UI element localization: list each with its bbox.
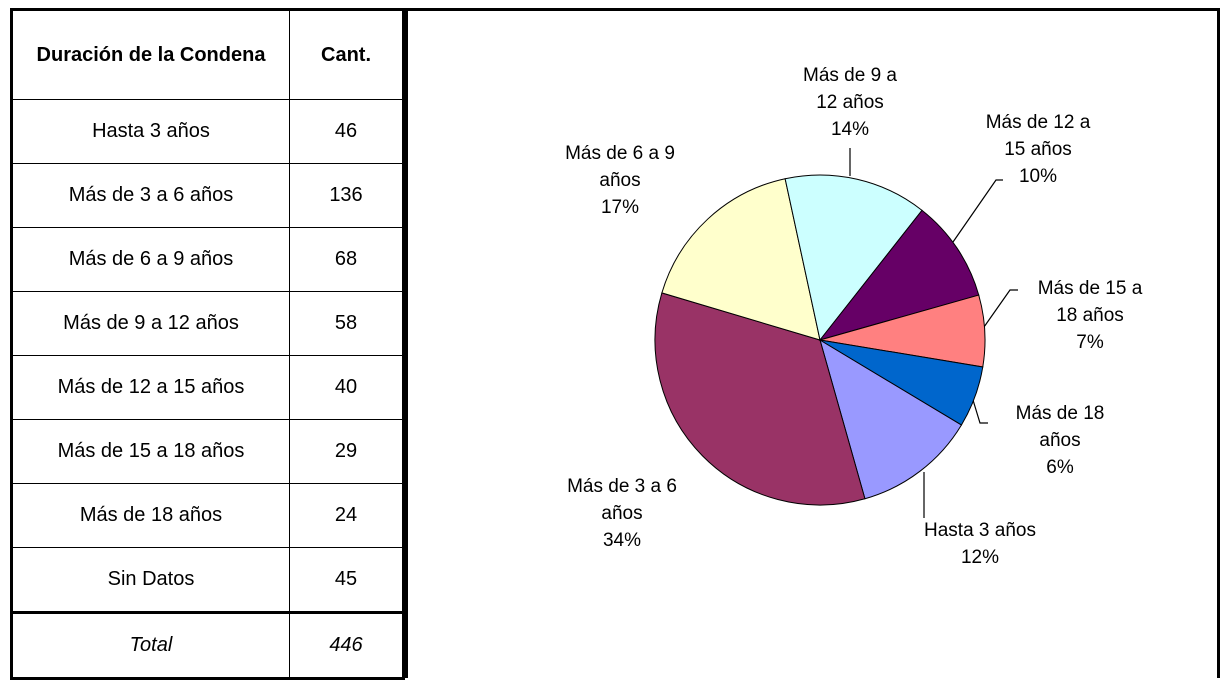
percent-label: 7% (1076, 332, 1104, 353)
leader-lines (849, 148, 1018, 518)
table-row: Más de 9 a 12 años 58 (11, 291, 404, 356)
category-label: Más de 3 a 6 años (567, 476, 677, 524)
table-cell: Más de 12 a 15 años (11, 355, 290, 420)
total-cell: Total (11, 611, 290, 679)
header-row: Duración de la Condena Cant. (11, 9, 404, 100)
table-cell: 24 (289, 483, 404, 548)
header-cell: Duración de la Condena (11, 9, 290, 100)
category-label: Hasta 3 años (924, 520, 1036, 541)
category-label: Más de 15 a 18 años (1037, 278, 1143, 326)
percent-label: 17% (600, 197, 640, 218)
table-cell: 29 (289, 419, 404, 484)
table-row: Hasta 3 años 46 (11, 99, 404, 164)
pie-slice (818, 209, 980, 341)
slice-label: Más de 6 a 9 años 17% (560, 140, 680, 221)
chart-frame (405, 8, 1220, 678)
leader-line (983, 289, 1018, 328)
table-row: Más de 18 años 24 (11, 483, 404, 548)
table-cell: 45 (289, 547, 404, 613)
pie-slice (819, 338, 963, 500)
leader-line (952, 179, 1003, 243)
total-cell: 446 (289, 611, 404, 679)
table-row: Más de 15 a 18 años 29 (11, 419, 404, 484)
leader-line (972, 399, 988, 424)
category-label: Más de 9 a 12 años (803, 65, 897, 113)
percent-label: 6% (1046, 457, 1074, 478)
pie-slice (784, 174, 923, 342)
total-row: Total 446 (11, 611, 404, 679)
table-row: Más de 3 a 6 años 136 (11, 163, 404, 228)
percent-label: 14% (830, 119, 870, 140)
slice-label: Más de 12 a 15 años 10% (981, 109, 1096, 190)
category-label: Más de 12 a 15 años (985, 112, 1091, 160)
pie-slice (654, 292, 866, 506)
table-row: Más de 6 a 9 años 68 (11, 227, 404, 292)
category-label: Más de 6 a 9 años (565, 143, 675, 191)
table-cell: Más de 9 a 12 años (11, 291, 290, 356)
slice-label: Más de 15 a 18 años 7% (1033, 275, 1148, 356)
table-cell: Más de 18 años (11, 483, 290, 548)
header-cell: Cant. (289, 9, 404, 100)
table-row: Sin Datos 45 (11, 547, 404, 613)
slice-label: Más de 3 a 6 años 34% (562, 473, 682, 554)
slice-label: Hasta 3 años 12% (900, 517, 1060, 571)
table-row: Más de 12 a 15 años 40 (11, 355, 404, 420)
table-cell: 68 (289, 227, 404, 292)
slice-label: Más de 9 a 12 años 14% (795, 62, 905, 143)
category-label: Más de 18 años (1015, 403, 1105, 451)
pie-slice (819, 339, 984, 426)
table-cell: Más de 15 a 18 años (11, 419, 290, 484)
data-table: Duración de la Condena Cant. Hasta 3 años 4… (10, 8, 405, 680)
percent-label: 12% (960, 547, 1000, 568)
percent-label: 10% (1018, 166, 1058, 187)
table-cell: 136 (289, 163, 404, 228)
pie-slice (661, 178, 821, 341)
percent-label: 34% (602, 530, 642, 551)
slice-label: Más de 18 años 6% (1005, 400, 1115, 481)
